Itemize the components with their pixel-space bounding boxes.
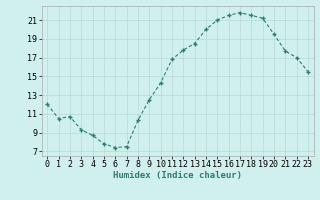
X-axis label: Humidex (Indice chaleur): Humidex (Indice chaleur) [113,171,242,180]
